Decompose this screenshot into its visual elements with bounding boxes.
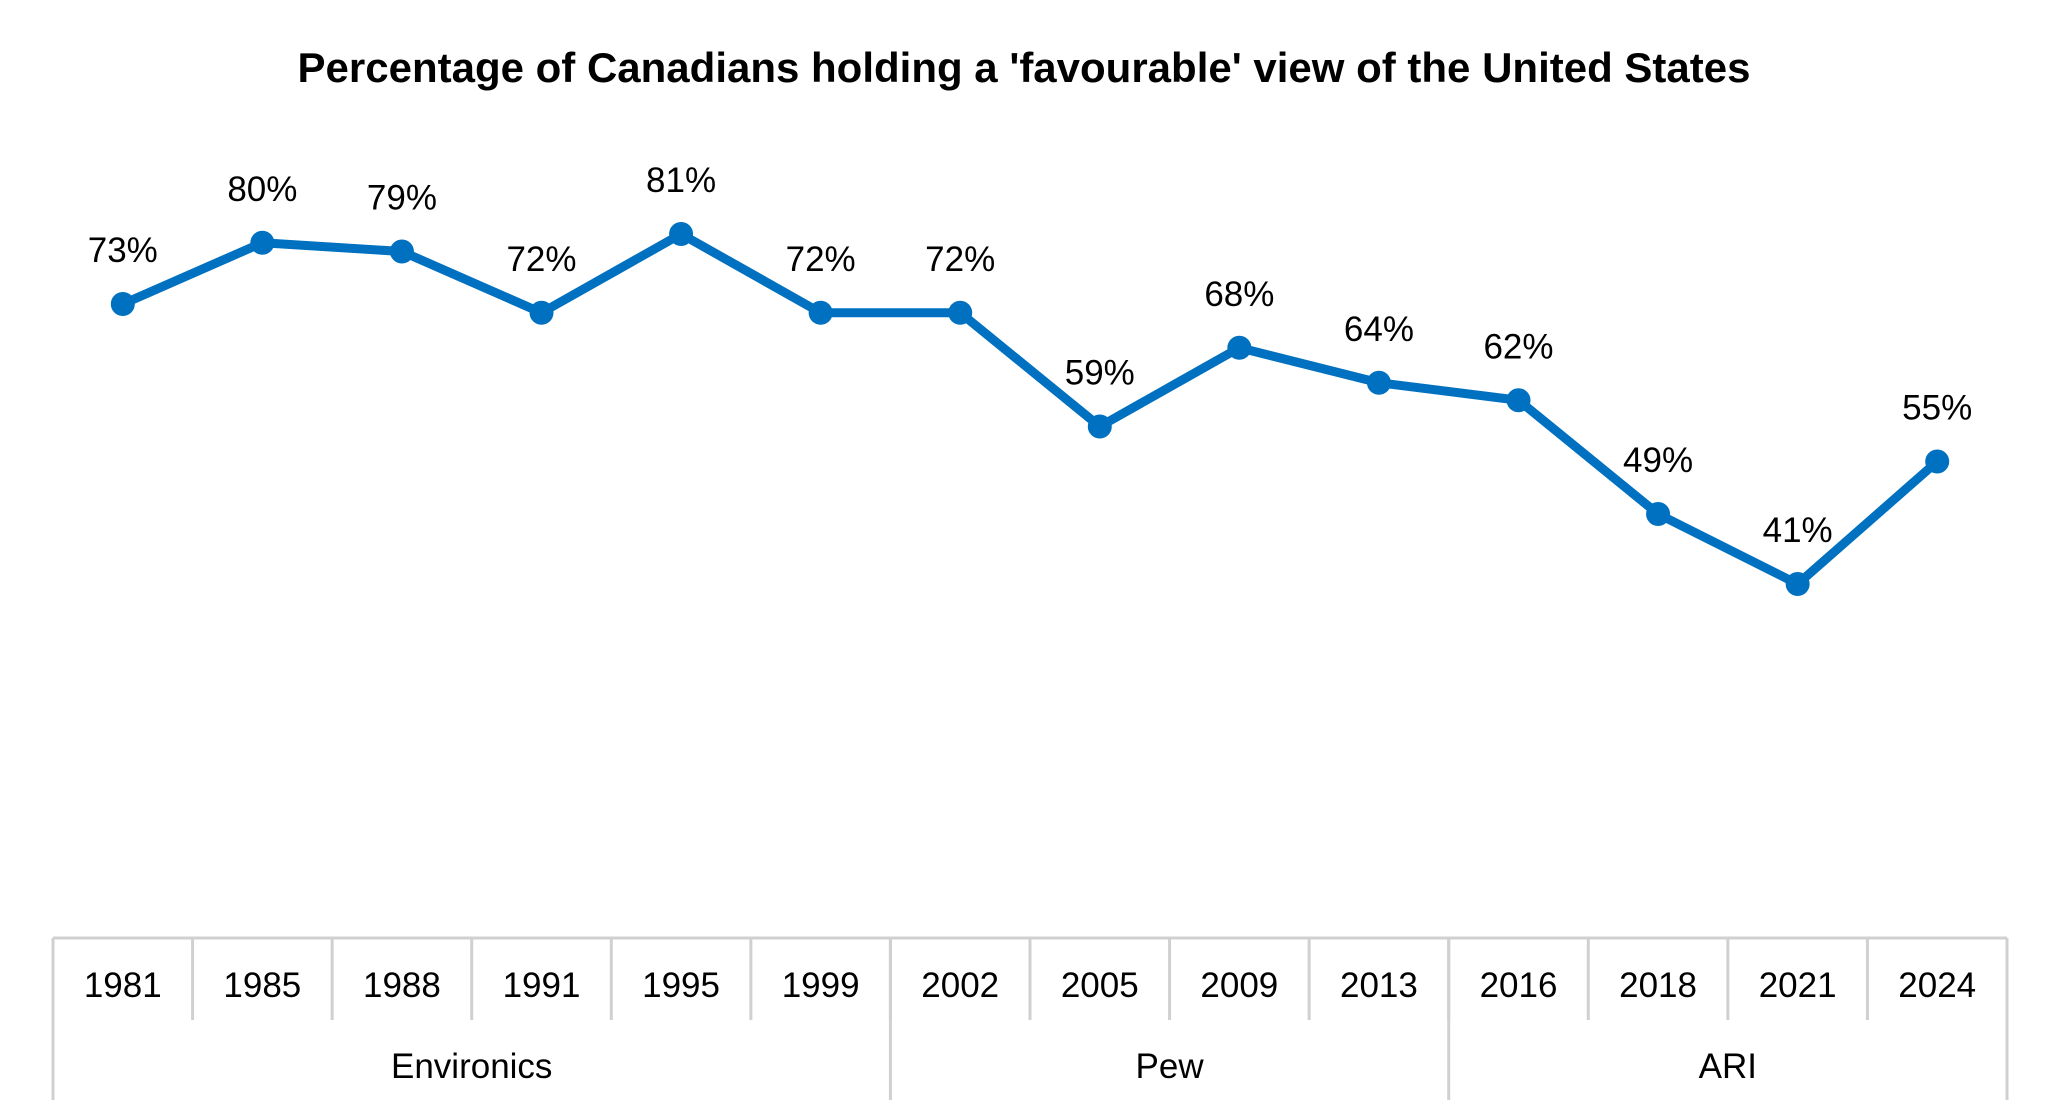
data-point — [250, 230, 275, 255]
data-labels: 73% 80% 79% 72% 81% 72% 72% 59% 68% 64% 62% 49% 41% 5… — [88, 161, 1972, 550]
x-tick-label: 1988 — [363, 966, 441, 1005]
data-point — [1925, 449, 1950, 474]
data-point — [1366, 370, 1391, 395]
x-tick-label: 2016 — [1480, 966, 1558, 1005]
x-group-label: Pew — [1136, 1047, 1205, 1086]
data-label: 41% — [1763, 511, 1833, 550]
data-point — [529, 300, 554, 325]
x-tick-label: 2021 — [1759, 966, 1837, 1005]
data-label: 79% — [367, 179, 437, 218]
series-line — [118, 229, 1942, 589]
data-point — [1646, 502, 1671, 526]
data-point — [389, 239, 414, 264]
x-tick-label: 2009 — [1200, 966, 1278, 1005]
x-axis: 1981 1985 1988 1991 1995 1999 2002 2005 2009 2013… — [51, 936, 2009, 1100]
data-label: 81% — [646, 161, 716, 200]
data-label: 59% — [1065, 354, 1135, 393]
data-label: 64% — [1344, 310, 1414, 349]
data-point — [948, 300, 973, 325]
x-tick-label: 2002 — [921, 966, 999, 1005]
x-tick-label: 1999 — [782, 966, 860, 1005]
data-points — [110, 222, 1950, 596]
data-point — [1227, 335, 1252, 360]
data-label: 73% — [88, 231, 158, 270]
data-label: 72% — [925, 240, 995, 279]
data-label: 72% — [506, 240, 576, 279]
data-label: 72% — [786, 240, 856, 279]
data-label: 55% — [1902, 389, 1972, 428]
chart-title: Percentage of Canadians holding a 'favou… — [298, 44, 1751, 91]
data-point — [669, 222, 694, 246]
x-tick-label: 2024 — [1898, 966, 1976, 1005]
data-point — [808, 300, 833, 325]
data-point — [1785, 572, 1810, 596]
data-label: 68% — [1204, 275, 1274, 314]
x-tick-label: 1985 — [223, 966, 301, 1005]
data-label: 80% — [227, 170, 297, 209]
data-label: 49% — [1623, 441, 1693, 480]
series-line-layer — [118, 229, 1942, 589]
x-tick-label: 1981 — [84, 966, 162, 1005]
x-group-label: ARI — [1699, 1047, 1757, 1086]
x-tick-label: 1991 — [503, 966, 581, 1005]
x-group-label: Environics — [391, 1047, 552, 1086]
x-tick-label: 2013 — [1340, 966, 1418, 1005]
data-point — [1506, 388, 1531, 413]
data-label: 62% — [1483, 327, 1553, 366]
x-tick-label: 1995 — [642, 966, 720, 1005]
x-tick-label: 2005 — [1061, 966, 1139, 1005]
x-tick-label: 2018 — [1619, 966, 1697, 1005]
data-point — [110, 292, 135, 316]
data-point — [1087, 414, 1112, 439]
